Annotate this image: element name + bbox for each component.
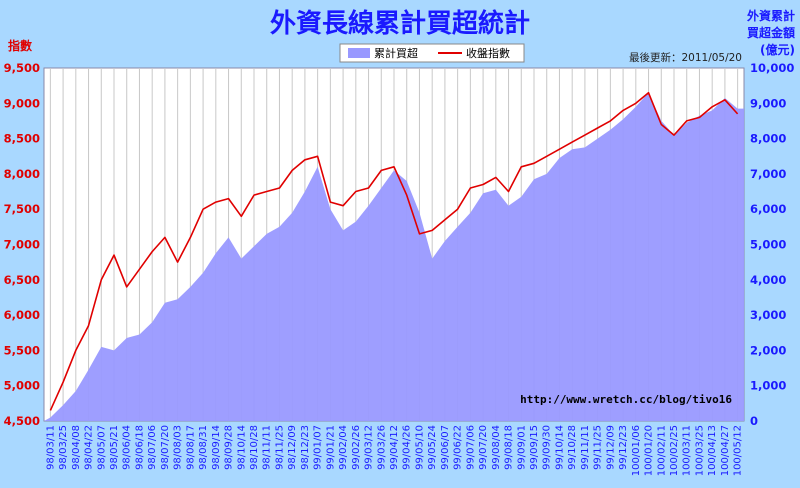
x-tick-label: 98/09/28 (224, 425, 235, 470)
x-tick-label: 99/04/12 (389, 425, 400, 470)
x-tick-label: 98/06/18 (134, 425, 145, 470)
y-right-tick-label: 0 (750, 414, 758, 428)
y-right-tick-label: 6,000 (750, 202, 786, 216)
x-tick-label: 99/02/26 (351, 425, 362, 470)
x-tick-label: 98/08/31 (198, 425, 209, 470)
line-layer (49, 91, 739, 411)
x-tick-label: 99/06/22 (453, 425, 464, 470)
x-tick-label: 100/02/11 (656, 425, 667, 476)
x-tick-label: 100/04/27 (720, 425, 731, 476)
x-tick-label: 98/07/06 (147, 425, 158, 470)
x-tick-label: 99/10/14 (554, 425, 565, 470)
series-area-cumulative-buy (44, 92, 744, 421)
x-tick-label: 98/06/04 (122, 425, 133, 470)
y-right-tick-label: 4,000 (750, 273, 786, 287)
x-tick-label: 100/02/25 (669, 425, 680, 476)
watermark-url: http://www.wretch.cc/blog/tivo16 (520, 393, 732, 406)
y-right-label-line2: 買超金額 (747, 25, 795, 40)
x-tick-label: 98/04/08 (71, 425, 82, 470)
x-tick-label: 99/12/09 (605, 425, 616, 470)
y-right-label-line3: (億元) (760, 42, 795, 57)
x-tick-label: 98/10/14 (236, 425, 247, 470)
x-ticks: 98/03/11 98/03/25 98/04/08 98/04/22 98/05/07… (45, 425, 743, 476)
points-layer (50, 92, 738, 418)
x-tick-label: 100/03/11 (682, 425, 693, 476)
series-line-close-index (49, 91, 739, 411)
x-tick-label: 99/03/12 (364, 425, 375, 470)
x-tick-label: 99/10/28 (567, 425, 578, 470)
x-tick-label: 98/11/25 (274, 425, 285, 470)
y-right-ticks: 0 1,000 2,000 3,000 4,000 5,000 6,000 7,000 8,00… (750, 61, 794, 428)
x-tick-label: 99/01/07 (313, 425, 324, 470)
x-tick-label: 98/10/28 (249, 425, 260, 470)
y-left-tick-label: 8,500 (4, 132, 40, 146)
x-tick-label: 99/07/06 (465, 425, 476, 470)
x-tick-label: 99/11/25 (593, 425, 604, 470)
y-left-tick-label: 5,000 (4, 379, 40, 393)
update-text: 最後更新：2011/05/20 (629, 51, 742, 64)
x-tick-label: 98/07/20 (160, 425, 171, 470)
y-left-tick-label: 9,500 (4, 61, 40, 75)
x-tick-label: 98/03/25 (58, 425, 69, 470)
y-right-label-line1: 外資累計 (747, 8, 795, 23)
x-tick-label: 100/01/20 (644, 425, 655, 476)
y-left-tick-label: 9,000 (4, 96, 40, 110)
x-tick-label: 99/11/11 (580, 425, 591, 470)
x-tick-label: 98/08/03 (173, 425, 184, 470)
y-left-tick-label: 6,000 (4, 308, 40, 322)
x-tick-label: 99/05/10 (414, 425, 425, 470)
x-tick-label: 99/04/26 (402, 425, 413, 470)
y-left-tick-label: 4,500 (4, 414, 40, 428)
x-tick-label: 99/12/23 (618, 425, 629, 470)
x-tick-label: 98/12/23 (300, 425, 311, 470)
y-right-tick-label: 1,000 (750, 379, 786, 393)
x-tick-label: 99/05/24 (427, 425, 438, 470)
x-tick-label: 99/08/18 (504, 425, 515, 470)
x-tick-label: 98/05/07 (96, 425, 107, 470)
y-left-tick-label: 5,500 (4, 343, 40, 357)
x-tick-label: 100/01/06 (631, 425, 642, 476)
legend-swatch-area (348, 48, 370, 58)
x-tick-label: 98/05/21 (109, 425, 120, 470)
y-right-tick-label: 3,000 (750, 308, 786, 322)
x-tick-label: 98/03/11 (45, 425, 56, 470)
x-tick-label: 99/08/04 (491, 425, 502, 470)
x-tick-label: 99/06/07 (440, 425, 451, 470)
y-left-tick-label: 7,500 (4, 202, 40, 216)
y-right-tick-label: 2,000 (750, 343, 786, 357)
x-tick-label: 99/09/15 (529, 425, 540, 470)
x-tick-label: 98/04/22 (84, 425, 95, 470)
legend-label-area: 累計買超 (374, 46, 418, 60)
y-left-tick-label: 8,000 (4, 167, 40, 181)
x-tick-label: 98/11/11 (262, 425, 273, 470)
y-right-tick-label: 7,000 (750, 167, 786, 181)
legend-label-line: 收盤指數 (466, 46, 510, 60)
x-tick-label: 100/04/13 (707, 425, 718, 476)
x-tick-label: 98/12/09 (287, 425, 298, 470)
y-left-tick-label: 7,000 (4, 238, 40, 252)
y-left-ticks: 4,500 5,000 5,500 6,000 6,500 7,000 7,500 8,000… (4, 61, 40, 428)
x-tick-label: 100/05/12 (733, 425, 744, 476)
x-tick-label: 98/08/17 (185, 425, 196, 470)
y-left-label: 指數 (8, 38, 32, 53)
y-right-tick-label: 9,000 (750, 96, 786, 110)
x-tick-label: 100/03/25 (694, 425, 705, 476)
y-right-tick-label: 8,000 (750, 132, 786, 146)
x-tick-label: 99/01/21 (325, 425, 336, 470)
x-tick-label: 98/09/14 (211, 425, 222, 470)
y-right-tick-label: 10,000 (750, 61, 794, 75)
x-tick-label: 99/07/20 (478, 425, 489, 470)
x-tick-label: 99/09/30 (542, 425, 553, 470)
y-left-tick-label: 6,500 (4, 273, 40, 287)
area-layer (44, 92, 744, 421)
x-tick-label: 99/02/04 (338, 425, 349, 470)
x-tick-label: 99/03/26 (376, 425, 387, 470)
y-right-tick-label: 5,000 (750, 238, 786, 252)
legend-box (339, 43, 525, 63)
x-tick-label: 99/09/01 (516, 425, 527, 470)
legend: 累計買超 收盤指數 (339, 43, 525, 63)
chart-title: 外資長線累計買超統計 (270, 8, 530, 39)
